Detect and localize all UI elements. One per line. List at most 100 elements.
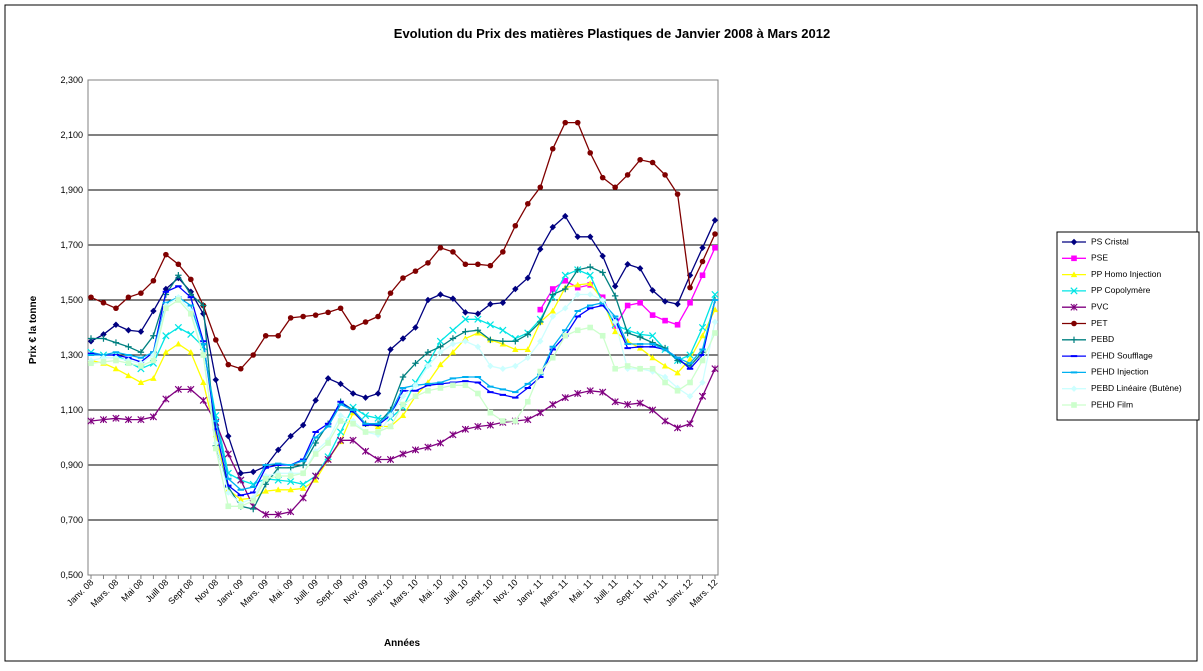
marker (262, 510, 270, 519)
marker (711, 217, 719, 224)
marker (587, 150, 593, 156)
marker (586, 387, 594, 395)
marker (537, 338, 544, 345)
marker (437, 361, 444, 368)
marker (661, 298, 669, 305)
marker (1070, 271, 1078, 278)
marker (150, 375, 157, 381)
marker (99, 416, 108, 424)
marker (386, 455, 395, 464)
marker (512, 338, 519, 345)
marker (649, 312, 656, 318)
marker (562, 212, 569, 220)
y-axis-label: Prix € la tonne (28, 295, 39, 364)
marker (212, 376, 219, 383)
marker (125, 372, 132, 379)
marker (649, 354, 656, 361)
legend-label: PP Copolymère (1091, 285, 1151, 295)
marker (262, 481, 269, 488)
marker (287, 432, 294, 440)
marker (549, 354, 556, 361)
marker (512, 222, 519, 229)
marker (524, 346, 531, 353)
marker (312, 451, 319, 457)
y-tick-label: 0,900 (60, 460, 83, 470)
marker (549, 307, 556, 314)
marker (599, 174, 606, 181)
marker (237, 476, 245, 484)
marker (162, 395, 170, 403)
marker (674, 300, 681, 308)
marker (461, 315, 470, 323)
marker (587, 324, 593, 331)
marker (324, 375, 332, 382)
marker (474, 310, 482, 317)
marker (361, 447, 370, 455)
marker (549, 291, 556, 298)
marker (512, 418, 519, 424)
marker (100, 331, 107, 338)
marker (661, 373, 669, 381)
marker (612, 323, 618, 329)
marker (424, 443, 432, 451)
marker (487, 336, 494, 344)
marker (400, 401, 406, 408)
marker (687, 299, 693, 306)
marker (499, 338, 507, 345)
marker (537, 368, 544, 375)
marker (299, 461, 307, 469)
marker (274, 510, 282, 519)
legend-label: PET (1091, 318, 1108, 328)
marker (450, 382, 456, 389)
marker (612, 184, 618, 191)
marker (300, 313, 306, 320)
y-tick-label: 2,100 (60, 130, 83, 140)
marker (649, 406, 657, 414)
marker (649, 365, 656, 372)
marker (349, 436, 357, 444)
y-tick-label: 2,300 (60, 75, 83, 85)
marker (574, 327, 581, 334)
marker (574, 284, 581, 291)
marker (475, 261, 481, 268)
marker (374, 414, 382, 422)
marker (437, 244, 444, 251)
marker (299, 421, 307, 429)
marker (562, 332, 569, 339)
marker (662, 317, 668, 324)
y-tick-label: 0,700 (60, 515, 83, 525)
marker (512, 285, 519, 293)
marker (237, 365, 244, 372)
marker (599, 332, 606, 339)
marker (549, 145, 556, 152)
marker (387, 290, 394, 296)
marker (325, 309, 331, 316)
marker (661, 362, 669, 369)
legend-label: PEBD (1091, 334, 1114, 344)
marker (474, 327, 482, 334)
marker (425, 260, 431, 266)
marker (712, 330, 718, 336)
marker (125, 294, 132, 301)
chart-title: Evolution du Prix des matières Plastique… (394, 26, 830, 41)
marker (250, 505, 257, 513)
marker (673, 424, 682, 432)
marker (399, 450, 407, 458)
marker (624, 338, 631, 344)
marker (150, 357, 157, 364)
marker (337, 418, 344, 424)
y-tick-label: 1,300 (60, 350, 83, 360)
marker (375, 429, 381, 435)
marker (587, 291, 594, 298)
marker (262, 332, 269, 339)
legend-label: PS Cristal (1091, 236, 1129, 246)
marker (138, 363, 144, 369)
marker (561, 271, 569, 279)
marker (312, 312, 319, 318)
marker (674, 191, 681, 197)
marker (250, 468, 257, 476)
marker (599, 296, 606, 304)
marker (387, 412, 394, 419)
marker (137, 328, 145, 335)
marker (562, 285, 569, 293)
